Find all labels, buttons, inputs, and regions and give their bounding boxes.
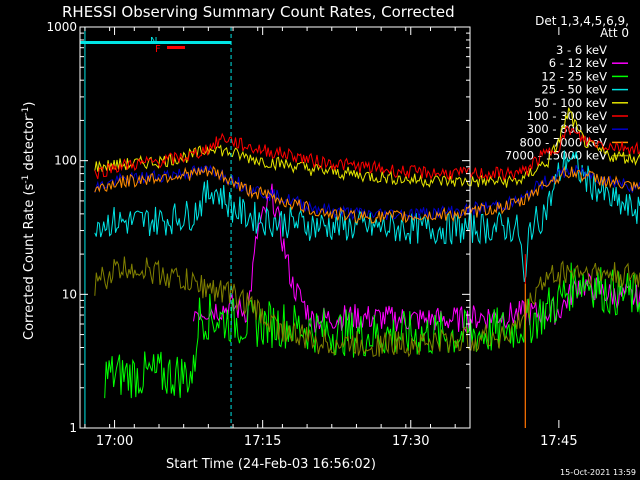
flag-bar-f: [167, 46, 185, 49]
y-tick-label-3: 1000: [46, 20, 77, 34]
flag-label-f: F: [155, 44, 161, 55]
legend-label-8: 7000 - 15000 keV: [505, 149, 607, 163]
series-line-8: [94, 256, 640, 358]
legend-label-4: 50 - 100 keV: [534, 96, 607, 110]
x-tick-label-0: 17:00: [96, 434, 133, 449]
series-line-6: [94, 164, 640, 221]
series-line-0: [94, 261, 640, 429]
flag-label-n: N: [150, 36, 157, 47]
chart-title: RHESSI Observing Summary Count Rates, Co…: [62, 3, 455, 21]
series-line-3: [94, 150, 640, 283]
legend-header-line-1: Det 1,3,4,5,6,9,: [535, 14, 629, 28]
night-bar-0: [80, 41, 232, 44]
y-tick-label-2: 100: [54, 154, 77, 168]
y-tick-label-1: 10: [62, 287, 77, 301]
plot-area: NF: [80, 27, 640, 429]
x-tick-label-1: 17:15: [244, 434, 281, 449]
legend-label-0: 3 - 6 keV: [556, 43, 607, 57]
x-tick-label-3: 17:45: [540, 434, 577, 449]
legend-label-2: 12 - 25 keV: [541, 69, 607, 83]
legend-label-6: 300 - 800 keV: [527, 122, 607, 136]
x-axis-label: Start Time (24-Feb-03 16:56:02): [166, 457, 376, 472]
legend-label-1: 6 - 12 keV: [549, 56, 607, 70]
legend-label-5: 100 - 300 keV: [527, 109, 607, 123]
series-line-2: [104, 262, 640, 399]
series-line-5: [94, 125, 640, 182]
legend-label-3: 25 - 50 keV: [541, 83, 607, 97]
y-axis-label: Corrected Count Rate (s-1 detector-1): [21, 102, 37, 340]
y-tick-label-0: 1: [69, 421, 77, 435]
axes: 110100100017:0017:1517:3017:4518:0018:15…: [46, 20, 577, 449]
legend-header-line-2: Att 0: [600, 26, 629, 40]
x-tick-label-2: 17:30: [392, 434, 429, 449]
plot-frame: [79, 26, 471, 429]
series-line-4: [94, 107, 640, 188]
timestamp: 15-Oct-2021 13:59: [560, 468, 636, 477]
series-line-7: [94, 165, 640, 224]
